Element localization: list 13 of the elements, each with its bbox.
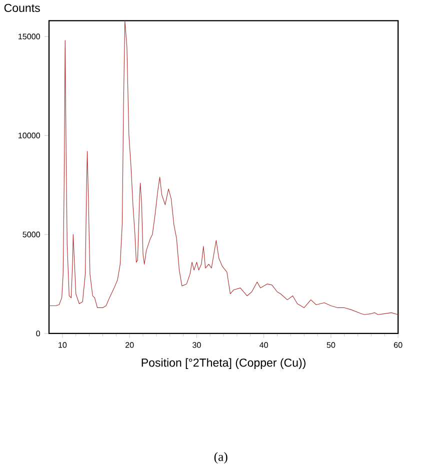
x-tick-label: 30 <box>192 342 201 348</box>
x-tick-label: 40 <box>260 342 268 348</box>
y-tick-label: 10000 <box>18 132 40 138</box>
x-axis-title: Position [°2Theta] (Copper (Cu)) <box>142 358 306 369</box>
y-tick-label: 15000 <box>18 34 40 40</box>
x-tick-label: 60 <box>394 342 402 348</box>
x-tick-label: 20 <box>126 342 134 348</box>
x-tick-label: 10 <box>58 342 67 348</box>
y-tick-label: 5000 <box>22 232 40 238</box>
y-axis-title: Counts <box>4 4 40 12</box>
text: (a) <box>214 452 228 464</box>
y-tick-label: 0 <box>36 330 40 336</box>
x-tick-label: 50 <box>326 342 336 348</box>
